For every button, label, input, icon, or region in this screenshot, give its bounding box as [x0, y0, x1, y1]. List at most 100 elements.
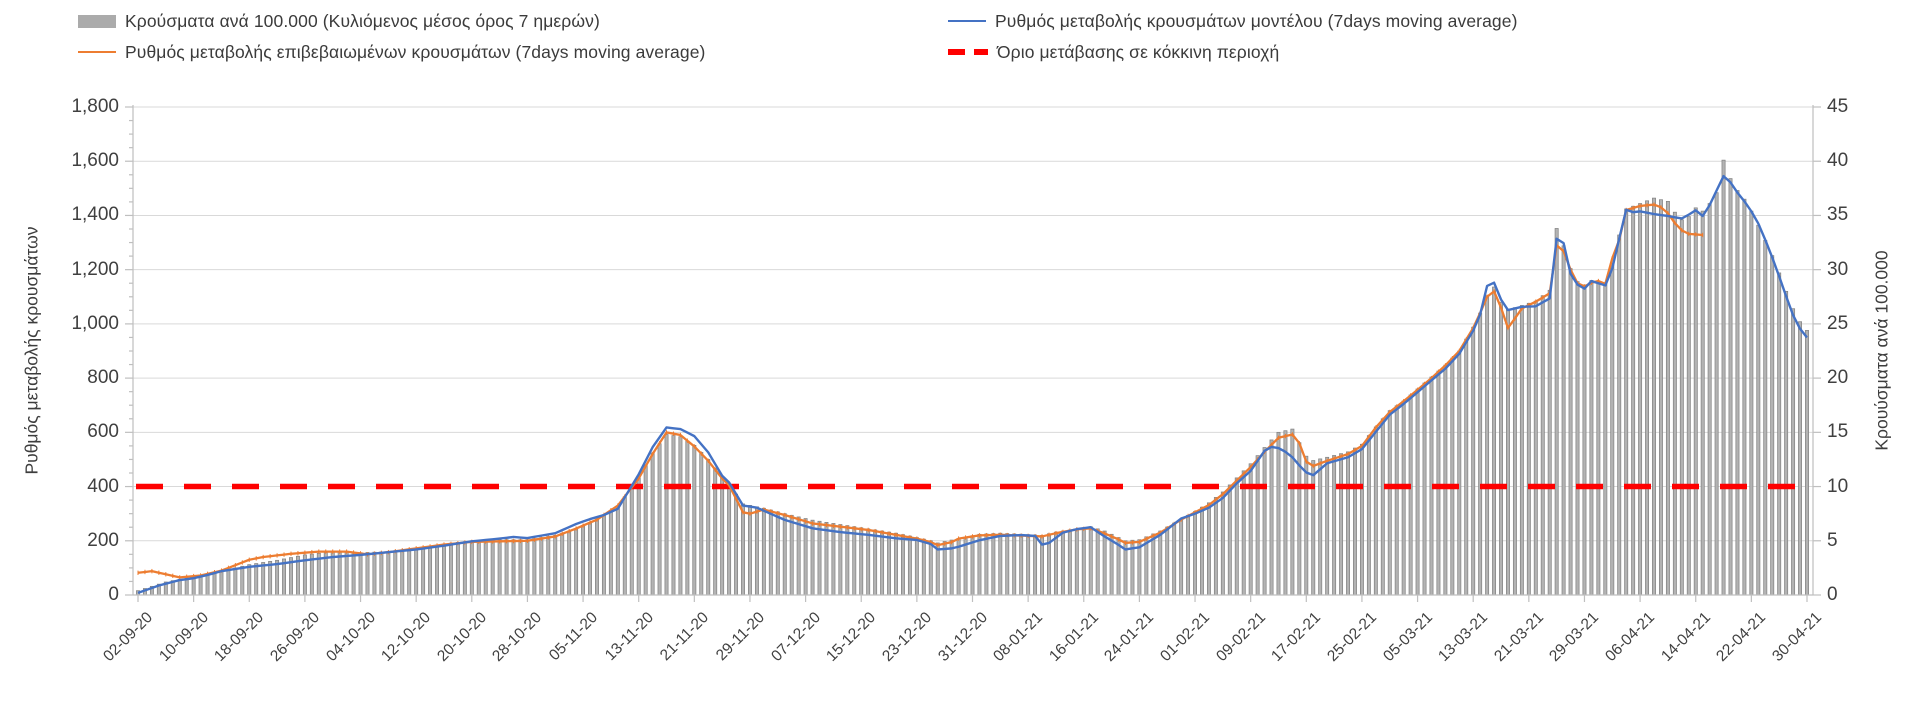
daily-cases-bar	[1422, 382, 1427, 596]
daily-cases-bar	[1158, 530, 1163, 596]
daily-cases-bar	[1506, 309, 1510, 596]
y-right-tick-label: 40	[1827, 150, 1849, 172]
daily-cases-bar	[379, 551, 384, 596]
daily-cases-bar	[824, 521, 829, 596]
daily-cases-bar	[400, 549, 405, 596]
y-left-tick-label: 1,800	[71, 96, 119, 117]
daily-cases-bar	[1582, 284, 1587, 596]
daily-cases-bar	[497, 539, 502, 596]
daily-cases-bar	[894, 532, 898, 596]
daily-cases-bar	[1575, 281, 1580, 596]
legend-item-confirmed-rate: Ρυθμός μεταβολής επιβεβαιωμένων κρουσμάτ…	[78, 41, 705, 63]
orange-line-swatch	[78, 51, 116, 53]
blue-line-swatch	[948, 20, 986, 22]
daily-cases-bar	[699, 452, 704, 596]
daily-cases-bar	[1213, 497, 1218, 596]
daily-cases-bar	[1186, 514, 1191, 596]
y-right-tick-label: 35	[1827, 204, 1849, 226]
daily-cases-bar	[344, 551, 349, 596]
daily-cases-bar	[935, 542, 940, 596]
daily-cases-bar	[261, 562, 266, 596]
daily-cases-bar	[1241, 470, 1246, 596]
daily-cases-bar	[1359, 443, 1364, 596]
daily-cases-bar	[678, 436, 683, 596]
daily-cases-bar	[1179, 518, 1184, 596]
daily-cases-bar	[1248, 463, 1253, 596]
daily-cases-bar	[511, 539, 516, 596]
daily-cases-bar	[741, 503, 745, 596]
daily-cases-bar	[386, 551, 391, 596]
legend-label-red-zone-threshold: Όριο μετάβασης σε κόκκινη περιοχή	[997, 41, 1280, 62]
daily-cases-bar	[407, 548, 412, 596]
daily-cases-bar	[1652, 197, 1656, 596]
legend-item-cases-bars: Κρούσματα ανά 100.000 (Κυλιόμενος μέσος …	[78, 10, 600, 32]
daily-cases-bar	[1721, 159, 1726, 596]
daily-cases-bar	[539, 537, 544, 596]
daily-cases-bar	[1144, 536, 1149, 596]
daily-cases-bar	[1568, 268, 1573, 596]
y-left-tick-label: 1,000	[71, 312, 119, 334]
daily-cases-bar	[1561, 245, 1566, 596]
y-left-tick-label: 400	[87, 475, 119, 497]
daily-cases-bar	[727, 484, 732, 596]
daily-cases-bar	[212, 572, 217, 596]
daily-cases-bar	[1220, 491, 1225, 596]
daily-cases-bar	[907, 535, 912, 596]
daily-cases-bar	[1714, 192, 1719, 596]
daily-cases-bar	[1012, 533, 1017, 596]
daily-cases-bar	[1624, 208, 1629, 596]
daily-cases-bar	[991, 533, 996, 596]
y-right-tick-label: 45	[1827, 96, 1849, 117]
daily-cases-bar	[428, 545, 433, 596]
daily-cases-bar	[1436, 370, 1441, 596]
daily-cases-bar	[177, 578, 182, 596]
daily-cases-bar	[1492, 286, 1497, 596]
daily-cases-bar	[1234, 477, 1239, 596]
daily-cases-bar	[1617, 234, 1622, 596]
daily-cases-bar	[1512, 307, 1517, 596]
daily-cases-bar	[817, 520, 822, 596]
daily-cases-bar	[1554, 228, 1559, 596]
daily-cases-bar	[1450, 357, 1455, 596]
daily-cases-bar	[970, 535, 975, 596]
legend-item-red-zone-threshold: Όριο μετάβασης σε κόκκινη περιοχή	[948, 41, 1279, 63]
legend-label-model-rate: Ρυθμός μεταβολής κρουσμάτων μοντέλου (7d…	[995, 10, 1518, 31]
daily-cases-bar	[358, 552, 363, 596]
daily-cases-bar	[601, 514, 606, 596]
daily-cases-bar	[435, 544, 439, 596]
daily-cases-bar	[365, 552, 370, 596]
red-dashed-swatch	[948, 49, 988, 55]
y-right-tick-label: 10	[1827, 475, 1849, 497]
daily-cases-bar	[1380, 418, 1385, 596]
daily-cases-bar	[1464, 338, 1469, 596]
daily-cases-bar	[1603, 283, 1608, 596]
daily-cases-bar	[1304, 455, 1309, 596]
daily-cases-bar	[1387, 410, 1392, 596]
daily-cases-bar	[595, 518, 599, 596]
daily-cases-bar	[608, 510, 613, 596]
daily-cases-bar	[1589, 280, 1594, 596]
daily-cases-bar	[1081, 527, 1086, 596]
daily-cases-bar	[615, 505, 620, 596]
daily-cases-bar	[553, 535, 558, 596]
daily-cases-bar	[337, 551, 342, 596]
daily-cases-bar	[1519, 305, 1524, 596]
daily-cases-bar	[588, 521, 592, 596]
daily-cases-bar	[1193, 511, 1197, 596]
daily-cases-bar	[761, 507, 766, 596]
daily-cases-bar	[1415, 388, 1420, 596]
daily-cases-bar	[852, 526, 857, 596]
daily-cases-bar	[462, 541, 467, 596]
daily-cases-bar	[789, 514, 794, 596]
daily-cases-bar	[421, 546, 426, 596]
daily-cases-bar	[1074, 528, 1079, 596]
daily-cases-bar	[643, 465, 648, 596]
daily-cases-bar	[393, 550, 398, 596]
daily-cases-bar	[1763, 240, 1768, 596]
daily-cases-bar	[629, 486, 634, 596]
daily-cases-bar	[1693, 207, 1698, 596]
legend-label-cases-bars: Κρούσματα ανά 100.000 (Κυλιόμενος μέσος …	[125, 10, 600, 31]
y-left-tick-label: 0	[108, 584, 119, 605]
daily-cases-bar	[1276, 431, 1281, 596]
daily-cases-bar	[469, 540, 474, 596]
